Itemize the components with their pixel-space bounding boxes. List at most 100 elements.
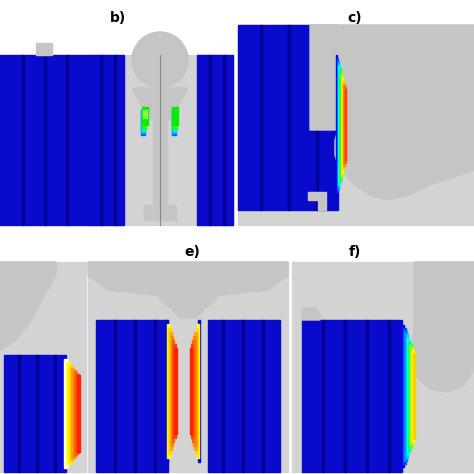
Polygon shape xyxy=(310,25,474,200)
Polygon shape xyxy=(302,308,320,320)
Bar xyxy=(197,55,233,225)
Bar xyxy=(4,355,66,472)
Bar xyxy=(74,372,78,456)
Bar xyxy=(76,374,79,454)
Bar xyxy=(69,365,72,463)
Bar xyxy=(44,55,46,225)
Bar xyxy=(409,344,412,448)
Bar xyxy=(413,354,415,438)
Bar xyxy=(403,328,406,464)
Bar xyxy=(174,348,177,434)
Bar xyxy=(222,320,224,472)
Bar xyxy=(18,355,20,472)
Bar xyxy=(0,262,86,472)
Bar xyxy=(171,336,173,446)
Bar xyxy=(341,74,342,176)
Bar xyxy=(190,348,192,434)
Text: e): e) xyxy=(184,245,200,259)
Bar xyxy=(88,55,124,225)
Bar xyxy=(288,25,290,210)
Bar xyxy=(209,55,211,225)
Bar xyxy=(193,336,196,446)
Bar xyxy=(407,337,410,455)
Bar xyxy=(173,110,176,133)
Bar xyxy=(316,25,318,210)
Bar xyxy=(153,120,167,220)
Bar xyxy=(340,71,341,179)
Bar xyxy=(134,320,136,472)
Bar xyxy=(344,87,346,163)
Bar xyxy=(223,55,225,225)
Bar xyxy=(144,205,176,220)
Bar xyxy=(238,25,338,210)
Bar xyxy=(344,83,345,166)
Bar xyxy=(73,370,76,457)
Bar xyxy=(96,320,168,472)
Bar xyxy=(144,110,146,125)
Text: b): b) xyxy=(110,11,126,25)
Bar xyxy=(142,110,145,133)
Bar xyxy=(88,55,233,225)
Bar xyxy=(238,25,474,225)
Polygon shape xyxy=(36,43,52,55)
Bar xyxy=(168,328,171,454)
Bar xyxy=(411,350,414,442)
Text: c): c) xyxy=(348,11,362,25)
Bar xyxy=(78,375,81,452)
Polygon shape xyxy=(308,192,326,210)
Bar xyxy=(70,366,73,461)
Bar xyxy=(339,68,341,182)
Bar xyxy=(194,332,197,450)
Bar xyxy=(173,344,176,438)
Bar xyxy=(337,58,338,192)
Bar xyxy=(208,320,280,472)
Bar xyxy=(196,328,198,454)
Bar xyxy=(64,359,67,468)
Bar xyxy=(345,90,346,160)
Bar xyxy=(66,55,68,225)
Bar xyxy=(143,110,146,127)
Bar xyxy=(173,110,176,131)
Bar xyxy=(242,320,244,472)
Bar xyxy=(410,347,413,445)
Bar xyxy=(54,355,56,472)
Bar xyxy=(172,340,174,442)
Bar xyxy=(166,320,168,462)
Bar xyxy=(67,363,70,465)
Bar xyxy=(292,262,474,472)
Bar xyxy=(404,331,407,461)
Bar xyxy=(402,325,404,467)
Bar xyxy=(198,320,201,462)
Bar xyxy=(172,110,176,135)
Bar xyxy=(141,110,145,135)
Bar xyxy=(366,320,368,472)
Bar xyxy=(302,320,402,472)
Bar xyxy=(406,335,408,457)
Bar xyxy=(338,64,340,185)
Bar xyxy=(388,320,390,472)
Bar xyxy=(342,77,343,173)
Bar xyxy=(114,320,116,472)
Bar xyxy=(262,320,264,472)
Bar xyxy=(88,262,288,472)
Bar xyxy=(172,107,178,125)
Bar xyxy=(344,320,346,472)
Bar xyxy=(191,344,193,438)
Bar xyxy=(22,55,24,225)
Polygon shape xyxy=(0,262,56,350)
Bar xyxy=(322,320,324,472)
Bar xyxy=(0,55,88,225)
Bar xyxy=(170,332,172,450)
Bar xyxy=(174,110,177,125)
Bar xyxy=(175,110,177,123)
Bar xyxy=(142,110,146,131)
Bar xyxy=(337,61,339,189)
Bar xyxy=(144,110,146,123)
Bar xyxy=(36,355,38,472)
Bar xyxy=(343,81,344,170)
Bar xyxy=(72,368,74,459)
Bar xyxy=(336,55,337,195)
Bar xyxy=(143,110,147,118)
Bar xyxy=(408,341,410,451)
Bar xyxy=(143,110,146,129)
